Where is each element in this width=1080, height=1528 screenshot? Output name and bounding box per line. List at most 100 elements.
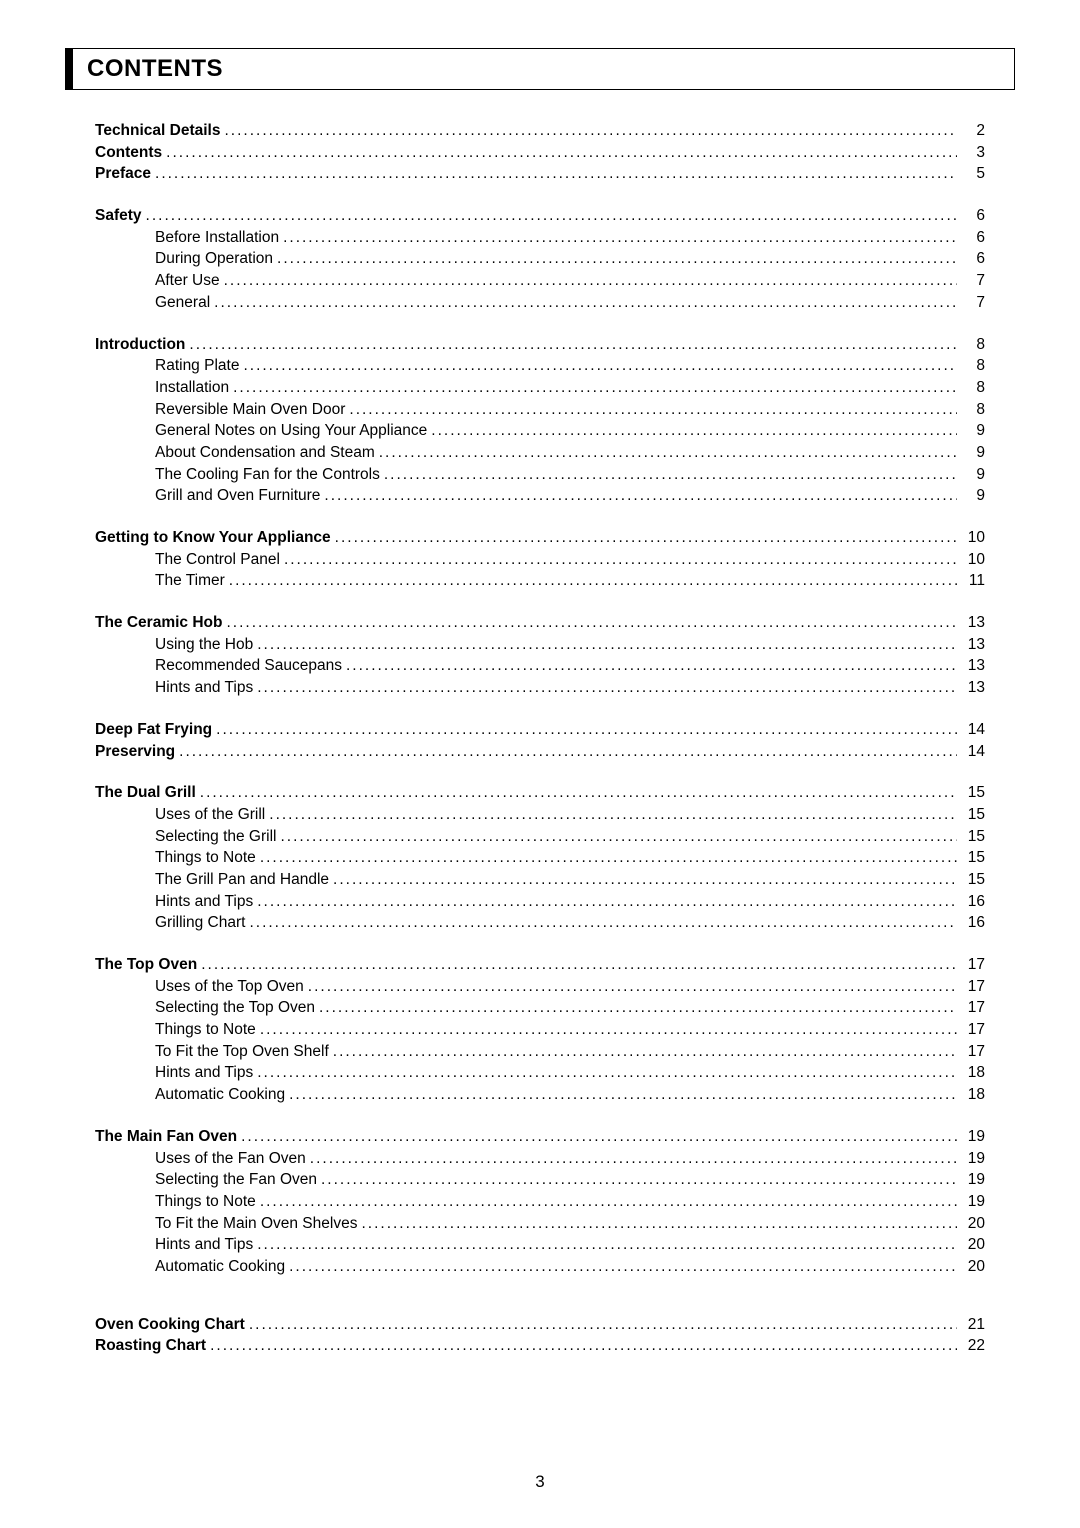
toc-entry: Getting to Know Your Appliance 10 <box>95 527 985 549</box>
toc-entry-page: 15 <box>957 804 985 826</box>
toc-dot-leader <box>375 442 957 464</box>
toc-entry-label: Preserving <box>95 741 175 763</box>
toc-entry-label: Things to Note <box>95 1019 256 1041</box>
toc-entry: Preface 5 <box>95 163 985 185</box>
toc-dot-leader <box>253 891 957 913</box>
toc-entry: Hints and Tips 13 <box>95 677 985 699</box>
toc-entry-page: 17 <box>957 1041 985 1063</box>
toc-entry-label: Uses of the Grill <box>95 804 265 826</box>
toc-entry-page: 10 <box>957 527 985 549</box>
toc-dot-leader <box>196 782 957 804</box>
toc-entry: After Use 7 <box>95 270 985 292</box>
toc-dot-leader <box>320 485 957 507</box>
toc-entry-page: 15 <box>957 847 985 869</box>
toc-entry-page: 19 <box>957 1148 985 1170</box>
toc-dot-leader <box>237 1126 957 1148</box>
toc-entry-label: Automatic Cooking <box>95 1256 285 1278</box>
toc-entry-page: 16 <box>957 912 985 934</box>
toc-entry-page: 8 <box>957 355 985 377</box>
toc-entry-label: Hints and Tips <box>95 891 253 913</box>
toc-entry-label: Oven Cooking Chart <box>95 1314 245 1336</box>
toc-dot-leader <box>285 1084 957 1106</box>
toc-entry: Contents 3 <box>95 142 985 164</box>
toc-dot-leader <box>273 248 957 270</box>
toc-entry-label: After Use <box>95 270 220 292</box>
toc-entry-page: 22 <box>957 1335 985 1357</box>
toc-entry-page: 15 <box>957 782 985 804</box>
toc-entry: The Grill Pan and Handle 15 <box>95 869 985 891</box>
toc-dot-leader <box>279 227 957 249</box>
toc-entry: Things to Note 19 <box>95 1191 985 1213</box>
toc-dot-leader <box>256 1191 957 1213</box>
toc-entry-label: Things to Note <box>95 1191 256 1213</box>
page-number: 3 <box>0 1472 1080 1492</box>
toc-group: Technical Details 2Contents 3Preface 5 <box>95 120 985 185</box>
toc-entry-page: 17 <box>957 954 985 976</box>
toc-group: The Main Fan Oven 19Uses of the Fan Oven… <box>95 1126 985 1278</box>
toc-entry: The Ceramic Hob 13 <box>95 612 985 634</box>
toc-entry-label: Selecting the Top Oven <box>95 997 315 1019</box>
toc-entry-label: Technical Details <box>95 120 220 142</box>
toc-entry-page: 18 <box>957 1062 985 1084</box>
toc-entry: Things to Note 15 <box>95 847 985 869</box>
toc-entry-label: The Ceramic Hob <box>95 612 222 634</box>
toc-entry-label: Grill and Oven Furniture <box>95 485 320 507</box>
toc-entry: Uses of the Fan Oven 19 <box>95 1148 985 1170</box>
toc-group: Introduction 8Rating Plate 8Installation… <box>95 334 985 508</box>
toc-entry-label: The Grill Pan and Handle <box>95 869 329 891</box>
toc-group: Oven Cooking Chart 21Roasting Chart 22 <box>95 1314 985 1357</box>
toc-entry: Uses of the Grill 15 <box>95 804 985 826</box>
toc-entry-page: 7 <box>957 270 985 292</box>
toc-entry-label: Selecting the Fan Oven <box>95 1169 317 1191</box>
toc-entry: Reversible Main Oven Door 8 <box>95 399 985 421</box>
toc-dot-leader <box>253 1234 957 1256</box>
toc-dot-leader <box>427 420 957 442</box>
toc-dot-leader <box>304 976 957 998</box>
toc-entry-page: 9 <box>957 464 985 486</box>
toc-entry-page: 15 <box>957 869 985 891</box>
toc-group: The Ceramic Hob 13Using the Hob 13Recomm… <box>95 612 985 699</box>
toc-dot-leader <box>210 292 957 314</box>
toc-entry: To Fit the Top Oven Shelf 17 <box>95 1041 985 1063</box>
toc-entry-page: 18 <box>957 1084 985 1106</box>
toc-entry-page: 19 <box>957 1191 985 1213</box>
toc-entry-label: The Control Panel <box>95 549 280 571</box>
toc-entry-page: 11 <box>957 570 985 592</box>
toc-entry-label: Things to Note <box>95 847 256 869</box>
toc-dot-leader <box>206 1335 957 1357</box>
toc-entry-label: Preface <box>95 163 151 185</box>
toc-dot-leader <box>256 1019 957 1041</box>
toc-entry-page: 17 <box>957 976 985 998</box>
toc-entry-page: 3 <box>957 142 985 164</box>
toc-dot-leader <box>253 677 957 699</box>
toc-dot-leader <box>280 549 957 571</box>
toc-dot-leader <box>175 741 957 763</box>
toc-entry-page: 20 <box>957 1256 985 1278</box>
toc-entry: During Operation 6 <box>95 248 985 270</box>
toc-dot-leader <box>285 1256 957 1278</box>
toc-entry: The Cooling Fan for the Controls 9 <box>95 464 985 486</box>
toc-entry: Before Installation 6 <box>95 227 985 249</box>
toc-entry: Introduction 8 <box>95 334 985 356</box>
toc-entry-page: 2 <box>957 120 985 142</box>
toc-entry-page: 15 <box>957 826 985 848</box>
toc-entry-label: Uses of the Fan Oven <box>95 1148 306 1170</box>
toc-entry: Selecting the Top Oven 17 <box>95 997 985 1019</box>
toc-entry-label: During Operation <box>95 248 273 270</box>
toc-group: Deep Fat Frying 14Preserving 14 <box>95 719 985 762</box>
toc-dot-leader <box>306 1148 957 1170</box>
toc-entry-page: 6 <box>957 248 985 270</box>
toc-entry: Uses of the Top Oven 17 <box>95 976 985 998</box>
toc-entry-label: Before Installation <box>95 227 279 249</box>
toc-entry-label: The Cooling Fan for the Controls <box>95 464 380 486</box>
toc-entry: To Fit the Main Oven Shelves 20 <box>95 1213 985 1235</box>
toc-entry-label: Introduction <box>95 334 185 356</box>
toc-entry-label: Getting to Know Your Appliance <box>95 527 331 549</box>
toc-entry: Rating Plate 8 <box>95 355 985 377</box>
toc-group: The Top Oven 17Uses of the Top Oven 17Se… <box>95 954 985 1106</box>
toc-dot-leader <box>185 334 957 356</box>
toc-entry-label: Reversible Main Oven Door <box>95 399 345 421</box>
toc-entry: The Timer 11 <box>95 570 985 592</box>
toc-entry: Roasting Chart 22 <box>95 1335 985 1357</box>
toc-entry-page: 7 <box>957 292 985 314</box>
